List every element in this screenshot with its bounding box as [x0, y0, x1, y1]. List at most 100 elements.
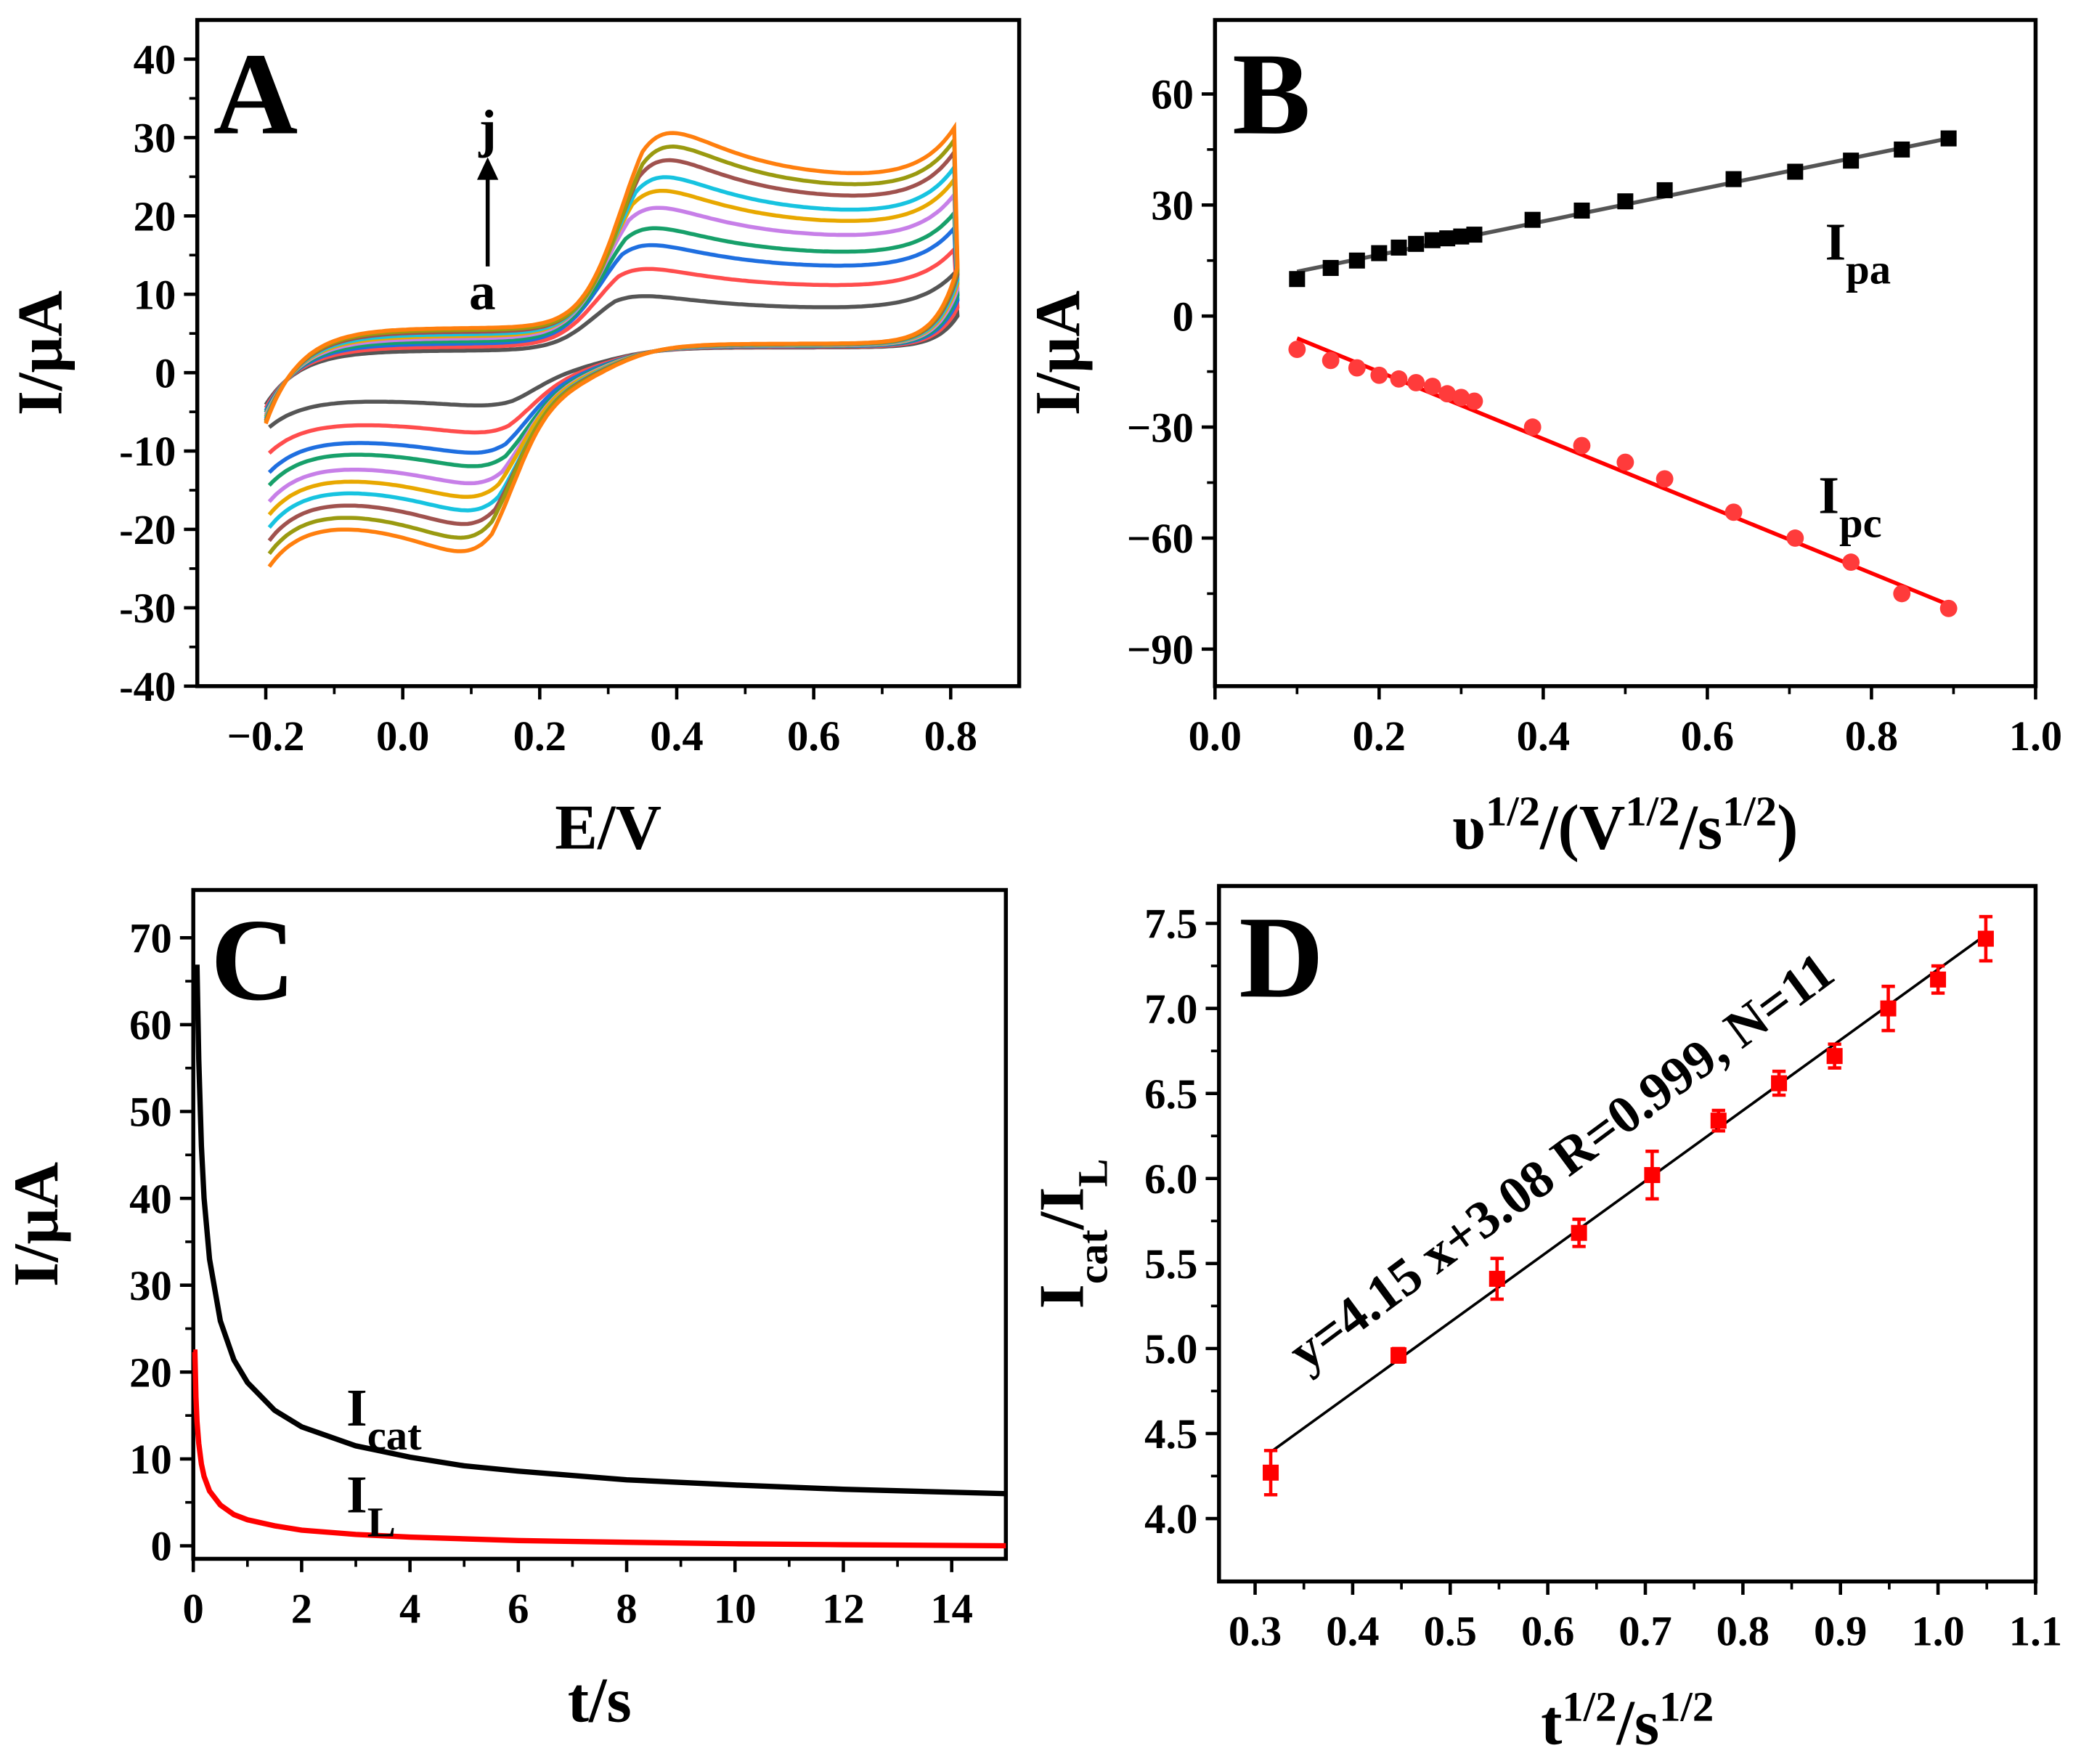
point-ipc — [1370, 366, 1388, 384]
axis-title-part: /(V — [1539, 793, 1625, 863]
y-axis-title: I/μA — [1023, 290, 1094, 415]
data-point — [1771, 1075, 1788, 1092]
axis-title-part: L — [1069, 1158, 1116, 1187]
y-tick-label: 0 — [155, 349, 176, 397]
axis-title-part: 1/2 — [1562, 1683, 1616, 1730]
x-axis-title: t1/2/s1/2 — [1541, 1683, 1714, 1759]
point-ipc — [1656, 470, 1674, 488]
point-ipa — [1322, 259, 1339, 276]
y-tick-label: 5.5 — [1144, 1240, 1197, 1288]
x-tick-label: 10 — [714, 1585, 757, 1633]
x-tick-label: 0.4 — [1326, 1608, 1379, 1655]
x-tick-label: 14 — [930, 1585, 973, 1633]
point-ipa — [1573, 202, 1590, 219]
x-tick-label: 0.3 — [1229, 1608, 1282, 1655]
point-ipa — [1424, 232, 1441, 248]
y-tick-label: -30 — [119, 585, 176, 632]
y-tick-label: 7.5 — [1144, 901, 1197, 948]
y-axis-title: Icat/IL — [1027, 1158, 1117, 1309]
axis-title-part: I — [1825, 213, 1846, 272]
point-ipa — [1408, 235, 1425, 252]
point-ipa — [1725, 171, 1742, 187]
y-tick-label: 6.0 — [1144, 1155, 1197, 1203]
point-ipc — [1452, 389, 1470, 407]
series-label-ipc: Ipc — [1818, 466, 1881, 546]
x-tick-label: 0.0 — [1189, 712, 1242, 760]
y-axis-title: I/μA — [1, 1162, 72, 1287]
cv-curve-j — [264, 121, 960, 568]
y-tick-label: 10 — [134, 271, 176, 318]
y-tick-label: 7.0 — [1144, 985, 1197, 1033]
x-tick-label: 0 — [183, 1585, 204, 1633]
y-tick-label: -40 — [119, 663, 176, 710]
data-point — [1880, 1000, 1897, 1017]
x-tick-label: 0.6 — [1681, 712, 1734, 760]
point-ipc — [1288, 341, 1306, 358]
axis-title-part: I/μA — [1, 1162, 72, 1287]
y-tick-label: 60 — [129, 1001, 172, 1049]
x-tick-label: 0.4 — [1517, 712, 1570, 760]
curve-icat — [193, 964, 1006, 1497]
y-tick-label: 4.5 — [1144, 1410, 1197, 1458]
point-ipc — [1322, 351, 1340, 370]
point-ipc — [1348, 359, 1366, 377]
point-ipa — [1371, 245, 1388, 261]
axis-title-part: I — [346, 1378, 367, 1437]
y-tick-label: −60 — [1127, 515, 1194, 562]
x-axis-title: υ1/2/(V1/2/s1/2) — [1452, 787, 1798, 863]
point-ipa — [1453, 228, 1470, 245]
point-ipc — [1423, 378, 1441, 395]
y-tick-label: 30 — [1151, 182, 1194, 229]
point-ipc — [1465, 392, 1483, 410]
point-ipa — [1843, 153, 1860, 169]
axis-title-part: cat — [1069, 1229, 1116, 1284]
data-point — [1644, 1167, 1661, 1184]
x-tick-label: 8 — [616, 1585, 637, 1633]
x-tick-label: 0.4 — [650, 712, 703, 760]
point-ipa — [1617, 193, 1634, 210]
axis-title-part: υ — [1452, 793, 1486, 863]
x-axis-title: t/s — [568, 1665, 632, 1736]
y-tick-label: 10 — [129, 1436, 172, 1483]
x-tick-label: 1.0 — [2009, 712, 2062, 760]
x-tick-label: 0.8 — [1717, 1608, 1770, 1655]
data-point — [1826, 1048, 1843, 1065]
data-point — [1571, 1224, 1587, 1241]
point-ipa — [1894, 141, 1910, 158]
y-tick-label: 4.0 — [1144, 1495, 1197, 1543]
point-ipc — [1724, 503, 1743, 521]
panel-a: −0.2 0.0 0.2 0.4 0.6 0.8 -40 -30 -20 -10 0 10 20 30 40… — [6, 17, 1022, 863]
x-tick-label: 0.6 — [787, 712, 840, 760]
point-ipc — [1786, 529, 1804, 547]
axis-title-part: I — [1027, 1284, 1098, 1309]
y-tick-label: 0 — [1173, 293, 1194, 340]
panel-letter: D — [1239, 892, 1324, 1022]
fit-line — [1269, 933, 1987, 1453]
data-point — [1390, 1347, 1407, 1364]
axis-title-part: L — [367, 1498, 396, 1545]
axis-title-part: 1/2 — [1486, 787, 1540, 834]
label-j: j — [478, 99, 496, 158]
panel-letter: C — [211, 895, 296, 1025]
x-tick-label: 2 — [291, 1585, 312, 1633]
curve-il — [192, 1349, 1006, 1549]
series-label-icat: Icat — [346, 1378, 422, 1458]
point-ipa — [1289, 271, 1306, 288]
point-ipa — [1390, 239, 1407, 256]
y-axis-title: I/μA — [6, 290, 76, 415]
y-tick-label: 0 — [150, 1523, 171, 1570]
y-tick-label: 20 — [129, 1349, 172, 1397]
axis-title-part: I/μA — [6, 290, 76, 415]
data-point — [1710, 1113, 1727, 1129]
x-tick-label: 0.7 — [1618, 1608, 1671, 1655]
point-ipc — [1573, 436, 1591, 455]
x-tick-label: 0.8 — [924, 712, 977, 760]
x-tick-label: 0.2 — [513, 712, 566, 760]
point-ipc — [1407, 374, 1425, 391]
axis-title-part: /s — [1679, 793, 1722, 863]
axis-title-part: pc — [1839, 499, 1882, 546]
x-tick-label: 0.6 — [1521, 1608, 1574, 1655]
axis-title-part: /s — [1616, 1688, 1659, 1758]
x-tick-label: 6 — [508, 1585, 529, 1633]
